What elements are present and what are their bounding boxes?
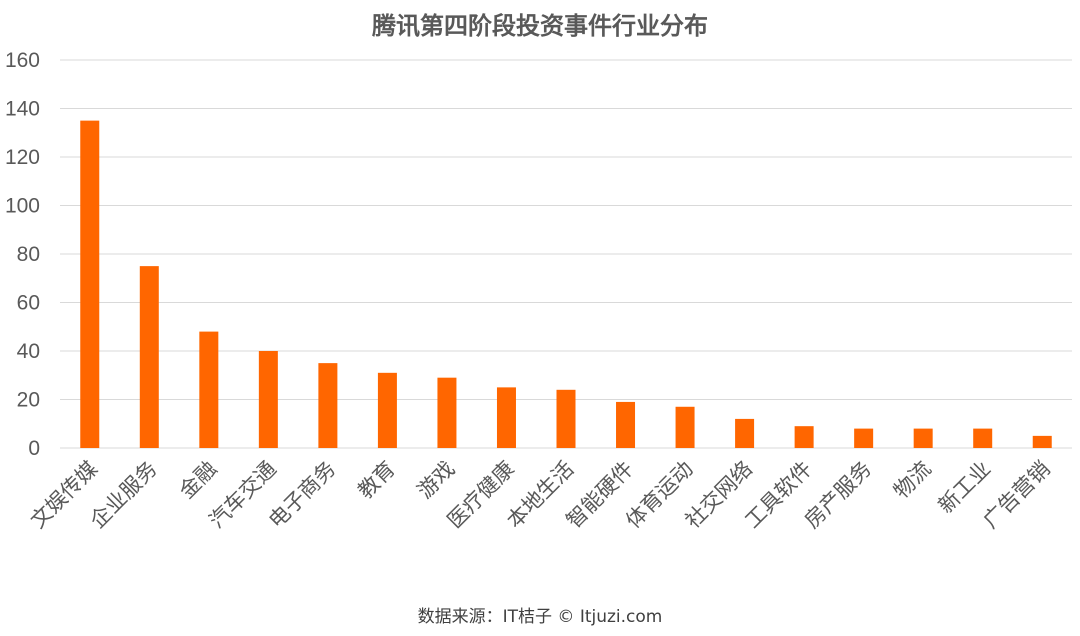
x-tick-label: 金融: [175, 457, 222, 504]
y-tick-label: 160: [5, 49, 40, 72]
x-tick-label: 教育: [353, 457, 400, 504]
bar-汽车交通: [258, 351, 278, 448]
x-tick-label: 企业服务: [85, 457, 161, 533]
bar-企业服务: [139, 266, 159, 448]
bar-广告营销: [1032, 435, 1052, 448]
bar-金融: [199, 331, 219, 448]
bar-文娱传媒: [80, 120, 100, 448]
y-tick-label: 100: [5, 195, 40, 218]
source-note: 数据来源：IT桔子 © Itjuzi.com: [418, 607, 663, 627]
bar-房产服务: [854, 428, 874, 448]
x-tick-label: 电子商务: [264, 457, 340, 533]
x-tick-label: 物流: [889, 457, 936, 504]
y-tick-label: 80: [17, 243, 40, 266]
bar-社交网络: [735, 418, 755, 448]
bar-新工业: [973, 428, 993, 448]
y-tick-label: 0: [28, 437, 40, 460]
bar-体育运动: [675, 406, 695, 448]
y-tick-label: 120: [5, 146, 40, 169]
bar-医疗健康: [496, 387, 516, 448]
bar-工具软件: [794, 426, 814, 448]
x-tick-label: 广告营销: [978, 457, 1054, 533]
bar-教育: [377, 372, 397, 448]
y-tick-label: 40: [17, 340, 40, 363]
bar-游戏: [437, 377, 457, 448]
chart-title: 腾讯第四阶段投资事件行业分布: [372, 12, 708, 40]
bar-本地生活: [556, 389, 576, 448]
gridlines: [60, 59, 1072, 449]
bars: [80, 120, 1052, 448]
y-tick-label: 140: [5, 98, 40, 121]
bar-智能硬件: [616, 401, 636, 448]
bar-物流: [913, 428, 933, 448]
y-tick-label: 60: [17, 292, 40, 315]
y-axis-ticks: 0 20 40 60 80 100 120 140 160: [5, 49, 40, 460]
x-tick-label: 游戏: [413, 457, 460, 504]
y-tick-label: 20: [17, 389, 40, 412]
bar-电子商务: [318, 363, 338, 448]
x-tick-label: 房产服务: [800, 457, 876, 533]
